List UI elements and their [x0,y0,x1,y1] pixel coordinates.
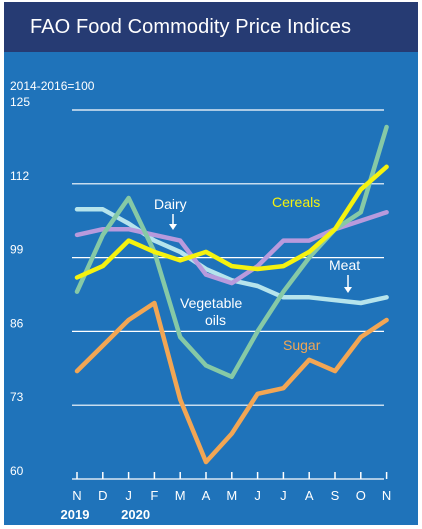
chart-title: FAO Food Commodity Price Indices [30,16,352,38]
x-tick-label: D [98,488,107,503]
series-line-sugar [74,300,389,465]
x-tick-label: M [175,488,186,503]
x-tick-label: S [331,488,340,503]
y-tick-label: 60 [10,464,24,478]
x-tick-label: J [254,488,261,503]
series-label-meat: Meat [329,257,360,273]
series-lines [74,124,389,465]
chart-subtitle: 2014-2016=100 [10,79,95,93]
x-tick-label: N [72,488,81,503]
year-label: 2019 [61,507,90,522]
y-tick-label: 112 [10,169,29,183]
gridlines: 60 73 86 99 112 125 [10,95,384,480]
x-tick-label: N [382,488,391,503]
series-line-cereals [74,164,389,280]
series-line-meat [74,207,389,306]
year-label: 2020 [121,507,150,522]
series-label-vegetable-oils: oils [205,312,226,328]
x-tick-label: A [305,488,314,503]
x-tick-label: O [356,488,366,503]
x-tick-label: F [150,488,158,503]
x-tick-label: A [202,488,211,503]
y-tick-label: 99 [10,243,24,257]
chart-panel: FAO Food Commodity Price Indices 2014-20… [4,2,418,525]
y-tick-label: 73 [10,390,24,404]
y-tick-label: 86 [10,316,24,330]
series-label-cereals: Cereals [272,194,320,210]
series-label-sugar: Sugar [283,337,321,353]
y-tick-label: 125 [10,95,30,109]
series-line-vegetable-oils [74,124,389,380]
x-tick-label: J [125,488,132,503]
title-bar: FAO Food Commodity Price Indices [4,2,418,52]
x-tick-label: J [280,488,287,503]
series-label-vegetable-oils: Vegetable [180,295,242,311]
label-pointer-arrow [344,275,352,293]
label-pointer-arrow [169,214,177,230]
x-tick-label: M [226,488,237,503]
series-label-dairy: Dairy [154,196,187,212]
